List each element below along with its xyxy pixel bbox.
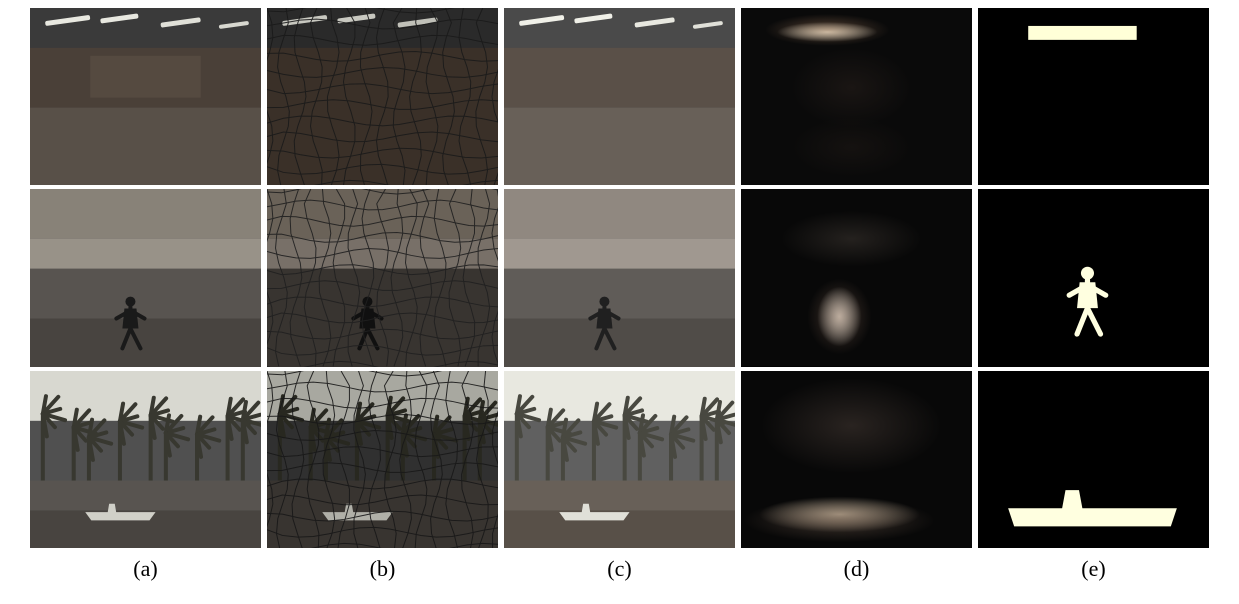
cell-row1-b — [267, 8, 498, 185]
cell-row2-a — [30, 189, 261, 366]
cell-row3-d — [741, 371, 972, 548]
col-label-d: (d) — [741, 556, 972, 582]
col-label-e: (e) — [978, 556, 1209, 582]
col-label-a: (a) — [30, 556, 261, 582]
cell-row3-a — [30, 371, 261, 548]
col-label-c: (c) — [504, 556, 735, 582]
cell-row3-b — [267, 371, 498, 548]
col-label-b: (b) — [267, 556, 498, 582]
cell-row1-d — [741, 8, 972, 185]
cell-row1-c — [504, 8, 735, 185]
cell-row1-a — [30, 8, 261, 185]
figure-container: (a) (b) (c) (d) (e) — [0, 0, 1239, 590]
image-grid — [30, 8, 1209, 548]
cell-row2-d — [741, 189, 972, 366]
cell-row3-c — [504, 371, 735, 548]
cell-row3-e — [978, 371, 1209, 548]
cell-row2-b — [267, 189, 498, 366]
cell-row2-e — [978, 189, 1209, 366]
column-labels-row: (a) (b) (c) (d) (e) — [30, 556, 1209, 582]
cell-row1-e — [978, 8, 1209, 185]
cell-row2-c — [504, 189, 735, 366]
